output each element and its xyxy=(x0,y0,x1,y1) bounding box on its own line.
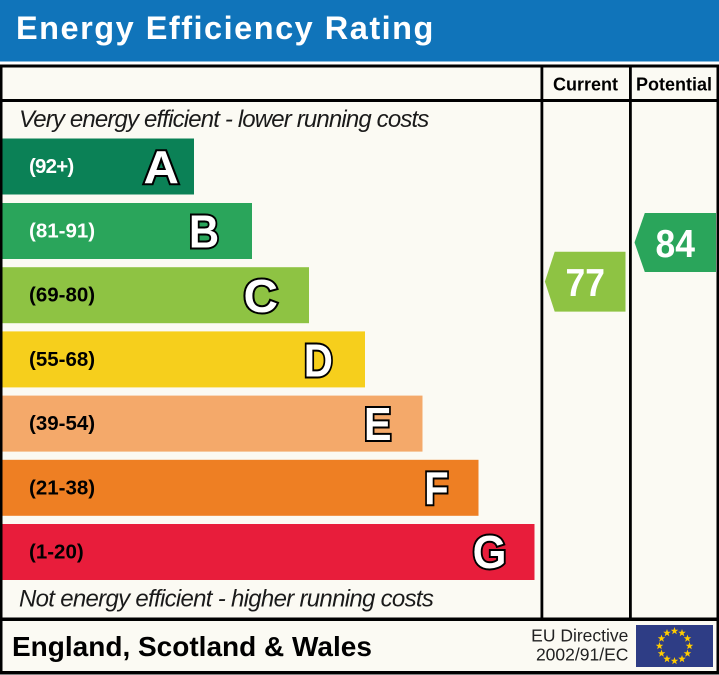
svg-text:A: A xyxy=(143,142,178,194)
svg-text:(39-54): (39-54) xyxy=(29,412,95,435)
svg-text:(81-91): (81-91) xyxy=(29,220,95,243)
svg-text:(21-38): (21-38) xyxy=(29,476,95,499)
svg-text:England, Scotland & Wales: England, Scotland & Wales xyxy=(12,631,372,662)
svg-text:(1-20): (1-20) xyxy=(29,541,84,564)
svg-text:D: D xyxy=(304,336,333,387)
svg-text:Not energy efficient - higher: Not energy efficient - higher running co… xyxy=(19,586,434,613)
svg-text:Potential: Potential xyxy=(636,74,712,94)
svg-text:(92+): (92+) xyxy=(29,155,73,178)
svg-text:C: C xyxy=(243,270,277,322)
svg-text:Energy Efficiency Rating: Energy Efficiency Rating xyxy=(16,10,435,46)
svg-text:77: 77 xyxy=(565,260,604,304)
svg-text:G: G xyxy=(473,526,507,579)
svg-text:Very energy efficient - lower: Very energy efficient - lower running co… xyxy=(19,106,429,133)
svg-text:Current: Current xyxy=(553,74,618,94)
svg-text:B: B xyxy=(189,206,219,258)
svg-text:(69-80): (69-80) xyxy=(29,284,95,307)
svg-text:E: E xyxy=(364,399,392,451)
svg-text:2002/91/EC: 2002/91/EC xyxy=(536,645,628,665)
svg-text:EU Directive: EU Directive xyxy=(531,626,628,646)
svg-text:F: F xyxy=(424,463,448,514)
svg-text:84: 84 xyxy=(655,221,695,265)
svg-text:(55-68): (55-68) xyxy=(29,348,95,371)
